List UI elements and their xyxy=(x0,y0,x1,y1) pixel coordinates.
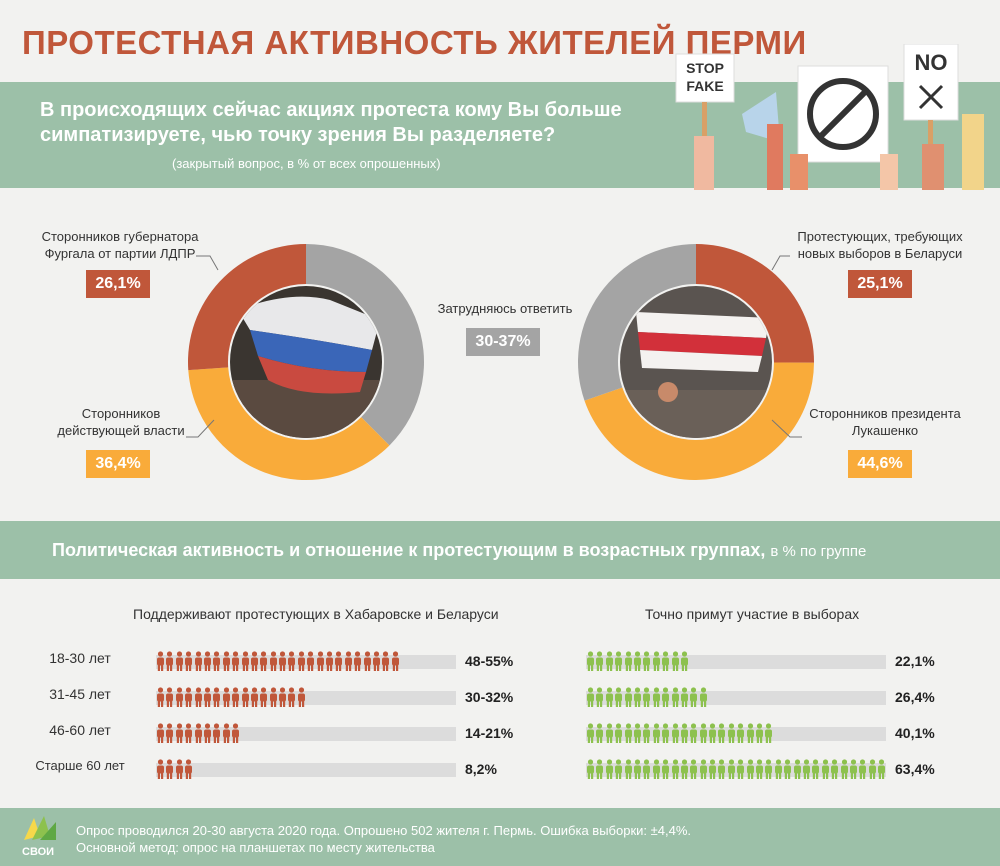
question-note: (закрытый вопрос, в % от всех опрошенных… xyxy=(172,156,441,171)
bar-fill-icons xyxy=(586,759,886,779)
protest-illustration: STOP FAKE NO xyxy=(675,44,984,190)
donutL-slice-0 xyxy=(188,244,306,371)
footer-band xyxy=(0,808,1000,866)
bar-track xyxy=(156,763,456,777)
pct-undecided: 30-37% xyxy=(466,328,540,356)
age-label: 18-30 лет xyxy=(49,650,111,666)
bar-fill-icons xyxy=(156,651,400,671)
bar-value: 63,4% xyxy=(895,761,935,777)
bar-value: 8,2% xyxy=(465,761,497,777)
bar-track xyxy=(156,727,456,741)
donutL-slice-2 xyxy=(306,244,424,446)
bar-track xyxy=(586,655,886,669)
label-undecided: Затрудняюсь ответить xyxy=(437,301,573,316)
page-title: ПРОТЕСТНАЯ АКТИВНОСТЬ ЖИТЕЛЕЙ ПЕРМИ xyxy=(22,24,807,61)
bar-fill-icons xyxy=(586,651,689,671)
sign-no-text: NO xyxy=(915,50,948,75)
bar-fill-icons xyxy=(156,759,193,779)
bar-fill-icons xyxy=(156,723,240,743)
label-furgal: Сторонников губернатора Фургала от парти… xyxy=(41,229,199,261)
footer-note: Опрос проводился 20-30 августа 2020 года… xyxy=(76,822,691,856)
bar-track xyxy=(156,655,456,669)
age-label: 46-60 лет xyxy=(49,722,111,738)
bar-track xyxy=(586,763,886,777)
bar-value: 26,4% xyxy=(895,689,935,705)
photo-russian-flag xyxy=(230,286,382,438)
col2-title: Точно примут участие в выборах xyxy=(645,606,860,622)
bar-value: 40,1% xyxy=(895,725,935,741)
sign-stop-text: STOP xyxy=(686,60,724,76)
section2-unit: в % по группе xyxy=(770,543,867,560)
bar-track xyxy=(156,691,456,705)
bar-value: 48-55% xyxy=(465,653,514,669)
logo-icon xyxy=(24,816,56,840)
donutL-slice-1 xyxy=(188,367,390,480)
donut-left xyxy=(188,244,424,480)
donutR-slice-1 xyxy=(584,362,814,481)
section2-title: Политическая активность и отношение к пр… xyxy=(52,540,867,560)
pct-current-power: 36,4% xyxy=(86,450,150,478)
bar-fill-icons xyxy=(156,687,306,707)
bar-fill-icons xyxy=(586,687,708,707)
bar-value: 22,1% xyxy=(895,653,935,669)
sign-fake-text: FAKE xyxy=(686,78,723,94)
bar-track xyxy=(586,691,886,705)
logo-text: СВОИ xyxy=(22,846,55,858)
donut-charts xyxy=(188,244,814,481)
donutR-slice-0 xyxy=(696,244,814,363)
col1-title: Поддерживают протестующих в Хабаровске и… xyxy=(133,606,499,622)
bar-value: 14-21% xyxy=(465,725,514,741)
bar-track xyxy=(586,727,886,741)
label-lukashenko: Сторонников президента Лукашенко xyxy=(809,406,961,438)
pct-lukashenko: 44,6% xyxy=(848,450,912,478)
footer-line-2: Основной метод: опрос на планшетах по ме… xyxy=(76,840,435,855)
age-label: 31-45 лет xyxy=(49,686,111,702)
label-belarus-protesters: Протестующих, требующих новых выборов в … xyxy=(797,229,963,261)
bar-value: 30-32% xyxy=(465,689,514,705)
footer-line-1: Опрос проводился 20-30 августа 2020 года… xyxy=(76,823,692,838)
donutR-slice-2 xyxy=(578,244,696,401)
pct-belarus-protesters: 25,1% xyxy=(848,270,912,298)
section2-band xyxy=(0,521,1000,579)
donut-right xyxy=(578,244,814,481)
label-current-power: Сторонников действующей власти xyxy=(57,406,185,438)
question-text: В происходящих сейчас акциях протеста ко… xyxy=(40,99,622,146)
bar-fill-icons xyxy=(586,723,773,743)
age-label: Старше 60 лет xyxy=(35,758,125,773)
pct-furgal: 26,1% xyxy=(86,270,150,298)
